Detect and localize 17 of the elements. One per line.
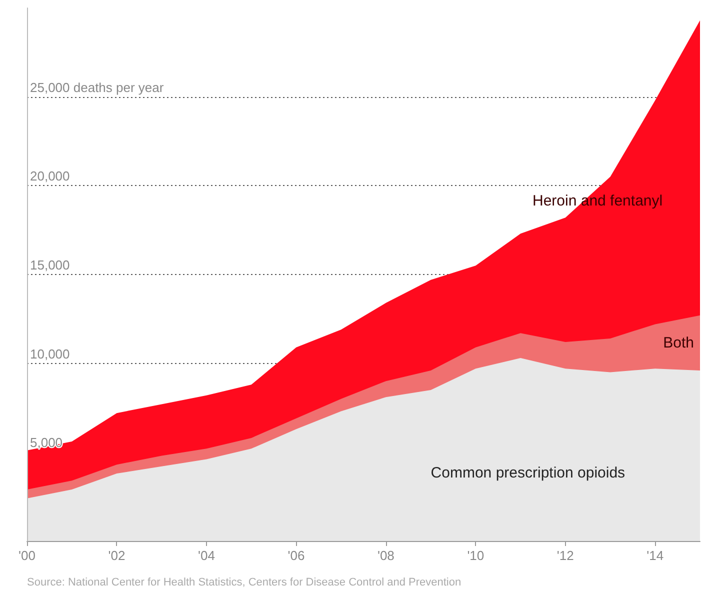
x-tick-label: '08 — [377, 548, 394, 563]
y-tick-label: 5,000 — [30, 435, 63, 450]
x-tick-label: '10 — [467, 548, 484, 563]
x-tick-label: '14 — [646, 548, 664, 563]
x-tick-label: '06 — [288, 548, 305, 563]
series-label: Both — [663, 334, 694, 352]
x-tick-label: '02 — [108, 548, 126, 563]
x-tick-label: '12 — [556, 548, 574, 563]
y-tick-label: 20,000 — [30, 168, 70, 184]
y-tick-label: 25,000 deaths per year — [30, 80, 164, 95]
source-note: Source: National Center for Health Statistics, Centers for Disease Control and Prevention — [27, 576, 462, 588]
series-label: Common prescription opioids — [430, 464, 626, 482]
x-tick-label: '04 — [198, 548, 215, 563]
x-tick-label: '00 — [18, 548, 36, 563]
series-label: Heroin and fentanyl — [532, 192, 663, 210]
y-tick-label: 15,000 — [30, 258, 70, 272]
y-tick-label: 10,000 — [30, 346, 70, 362]
